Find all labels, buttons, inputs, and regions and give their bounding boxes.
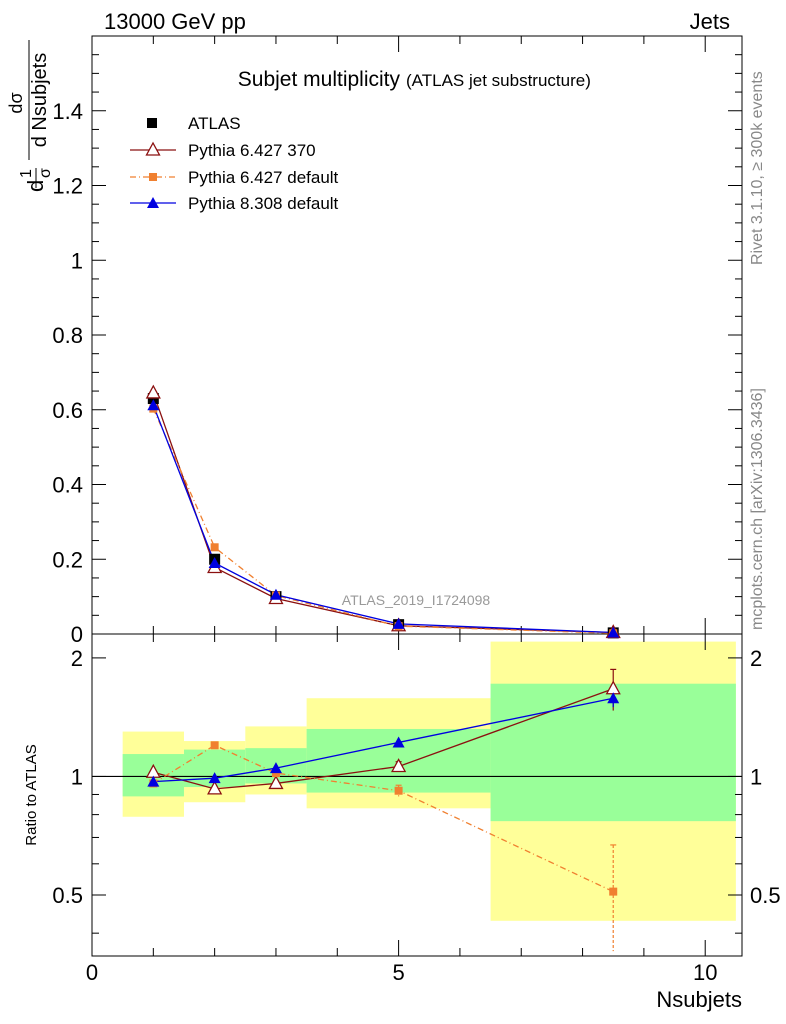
ratio-series-group [145, 668, 621, 952]
ratio-ytick-label-left: 2 [71, 646, 83, 671]
ratio-xtick-label: 5 [392, 960, 404, 985]
chart-subtitle: (ATLAS jet substructure) [406, 71, 591, 90]
ratio-ytick-label-left: 1 [71, 764, 83, 789]
ylabel-one: 1 [18, 169, 35, 178]
main-ytick-label: 1.4 [52, 99, 83, 124]
main-point-series-1 [145, 384, 161, 399]
main-ytick-label: 0.8 [52, 323, 83, 348]
main-ytick-label: 0.6 [52, 398, 83, 423]
ratio-point-series-2 [607, 692, 620, 704]
ratio-point-series-0 [207, 780, 223, 795]
main-ytick-label: 1 [71, 248, 83, 273]
legend-marker-pdefault [149, 173, 157, 181]
header-right: Jets [690, 9, 730, 34]
main-ytick-label: 1.2 [52, 174, 83, 199]
legend-marker-atlas [147, 118, 157, 128]
rivet-label: Rivet 3.1.10, ≥ 300k events [749, 71, 766, 265]
chart-title: Subjet multiplicity [238, 68, 401, 91]
main-point-series-3 [269, 588, 282, 600]
ratio-ytick-label-left: 0.5 [52, 883, 83, 908]
ylabel-dsigma: dσ [6, 92, 26, 113]
header-left: 13000 GeV pp [104, 9, 246, 34]
ratio-axis-ticks: 0.5 0.5 1 1 2 2 0 5 10 [52, 634, 781, 985]
ratio-ytick-label-right: 0.5 [750, 883, 781, 908]
main-point-series-3 [147, 399, 160, 411]
main-axis-ticks: 0 0.2 0.4 0.6 0.8 1 1.2 1.4 [52, 35, 742, 647]
legend-marker-p370 [145, 141, 161, 156]
ratio-point-series-0 [391, 758, 407, 773]
ratio-xtick-label: 10 [693, 960, 717, 985]
main-ytick-label: 0.4 [52, 473, 83, 498]
ratio-point-series-2 [392, 736, 405, 748]
main-point-series-3 [392, 617, 405, 629]
main-point-series-3 [208, 556, 221, 568]
analysis-watermark: ATLAS_2019_I1724098 [342, 592, 491, 608]
ratio-bands [122, 641, 736, 921]
ratio-point-series-1 [609, 887, 618, 896]
ratio-point-series-2 [269, 762, 282, 774]
ratio-ytick-label-right: 2 [750, 646, 762, 671]
main-point-series-2 [210, 543, 219, 552]
main-ytick-label: 0 [71, 622, 83, 647]
legend-label-p8: Pythia 8.308 default [188, 194, 339, 213]
ratio-point-series-0 [268, 775, 284, 790]
main-series-group [145, 384, 621, 639]
ylabel-sigma: σ [37, 168, 54, 178]
ratio-plot-frame [91, 633, 743, 957]
ratio-ytick-label-right: 1 [750, 764, 762, 789]
ratio-y-axis-label: Ratio to ATLAS [23, 744, 40, 845]
legend-label-pdefault: Pythia 6.427 default [188, 168, 339, 187]
ylabel-dnsubjets: d Nsubjets [29, 53, 51, 148]
legend-label-p370: Pythia 6.427 370 [188, 141, 316, 160]
ratio-point-series-2 [208, 772, 221, 784]
ratio-point-series-1 [210, 741, 219, 750]
main-point-series-3 [607, 626, 620, 638]
main-ytick-label: 0.2 [52, 547, 83, 572]
legend: ATLAS Pythia 6.427 370 Pythia 6.427 defa… [130, 114, 339, 213]
legend-marker-p8 [147, 197, 159, 208]
legend-label-atlas: ATLAS [188, 114, 241, 133]
ratio-point-series-1 [394, 786, 403, 795]
mcplots-label: mcplots.cern.ch [arXiv:1306.3436] [749, 388, 766, 630]
ratio-point-series-2 [147, 775, 160, 787]
main-y-axis-label: d 1 σ dσ d Nsubjets [6, 40, 54, 192]
ratio-xtick-label: 0 [86, 960, 98, 985]
x-axis-label: Nsubjets [656, 987, 742, 1012]
